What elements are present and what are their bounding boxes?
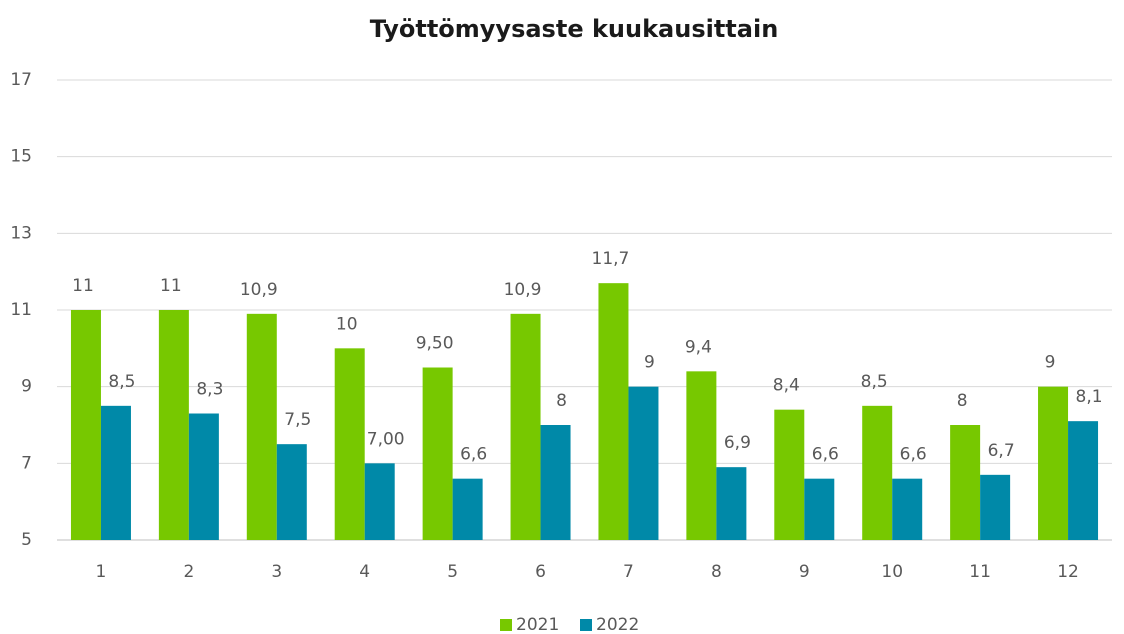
x-tick-label: 3 — [271, 562, 282, 582]
x-tick-label: 8 — [711, 562, 722, 582]
bar — [246, 313, 277, 540]
x-tick-label: 10 — [881, 562, 903, 582]
bar — [950, 425, 981, 540]
y-tick-label: 11 — [10, 300, 32, 320]
x-tick-label: 7 — [623, 562, 634, 582]
data-label: 11 — [160, 276, 182, 296]
data-label: 8,1 — [1076, 387, 1103, 407]
bar — [862, 405, 893, 540]
data-label: 6,6 — [460, 445, 487, 465]
data-label: 9 — [1045, 353, 1056, 373]
data-label: 9 — [644, 353, 655, 373]
y-tick-label: 15 — [10, 147, 32, 167]
data-label: 8,3 — [196, 380, 223, 400]
bar — [70, 310, 101, 540]
data-label: 9,50 — [416, 334, 454, 354]
legend-label: 2022 — [596, 615, 639, 634]
data-label: 7,5 — [284, 410, 311, 430]
data-label: 10,9 — [240, 280, 278, 300]
legend-swatch — [500, 619, 512, 631]
data-label: 8 — [556, 391, 567, 411]
data-label: 11 — [72, 276, 94, 296]
data-label: 8,5 — [861, 372, 888, 392]
x-tick-label: 6 — [535, 562, 546, 582]
legend-swatch — [580, 619, 592, 631]
y-tick-label: 5 — [21, 530, 32, 550]
chart-title: Työttömyysaste kuukausittain — [370, 15, 779, 43]
bar — [980, 474, 1011, 540]
x-tick-label: 12 — [1057, 562, 1079, 582]
bar — [804, 478, 835, 540]
x-tick-label: 11 — [969, 562, 991, 582]
bar — [452, 478, 483, 540]
data-label: 8,5 — [108, 372, 135, 392]
x-tick-label: 4 — [359, 562, 370, 582]
y-tick-label: 7 — [21, 453, 32, 473]
bar — [100, 405, 131, 540]
data-label: 8 — [957, 391, 968, 411]
bar — [510, 313, 541, 540]
bar — [276, 444, 307, 540]
data-label: 10,9 — [504, 280, 542, 300]
bar — [334, 348, 365, 540]
x-tick-label: 1 — [96, 562, 107, 582]
data-label: 6,9 — [724, 433, 751, 453]
bar — [716, 467, 747, 540]
x-tick-label: 5 — [447, 562, 458, 582]
bar — [364, 463, 395, 540]
bar — [1038, 386, 1069, 540]
bar — [774, 409, 805, 540]
x-tick-label: 9 — [799, 562, 810, 582]
bar — [1068, 421, 1099, 540]
data-label: 7,00 — [367, 429, 405, 449]
x-tick-label: 2 — [183, 562, 194, 582]
bar — [422, 367, 453, 540]
y-tick-label: 9 — [21, 377, 32, 397]
data-label: 8,4 — [773, 376, 800, 396]
data-label: 6,7 — [988, 441, 1015, 461]
bar — [892, 478, 923, 540]
data-label: 6,6 — [812, 445, 839, 465]
bar — [188, 413, 219, 540]
legend-label: 2021 — [516, 615, 559, 634]
bar — [686, 371, 717, 540]
bar — [598, 283, 629, 540]
y-tick-label: 17 — [10, 70, 32, 90]
data-label: 6,6 — [900, 445, 927, 465]
bar — [540, 425, 571, 540]
data-label: 11,7 — [592, 249, 630, 269]
bar — [158, 310, 189, 540]
data-label: 9,4 — [685, 337, 712, 357]
data-label: 10 — [336, 314, 358, 334]
bar — [628, 386, 659, 540]
y-tick-label: 13 — [10, 223, 32, 243]
